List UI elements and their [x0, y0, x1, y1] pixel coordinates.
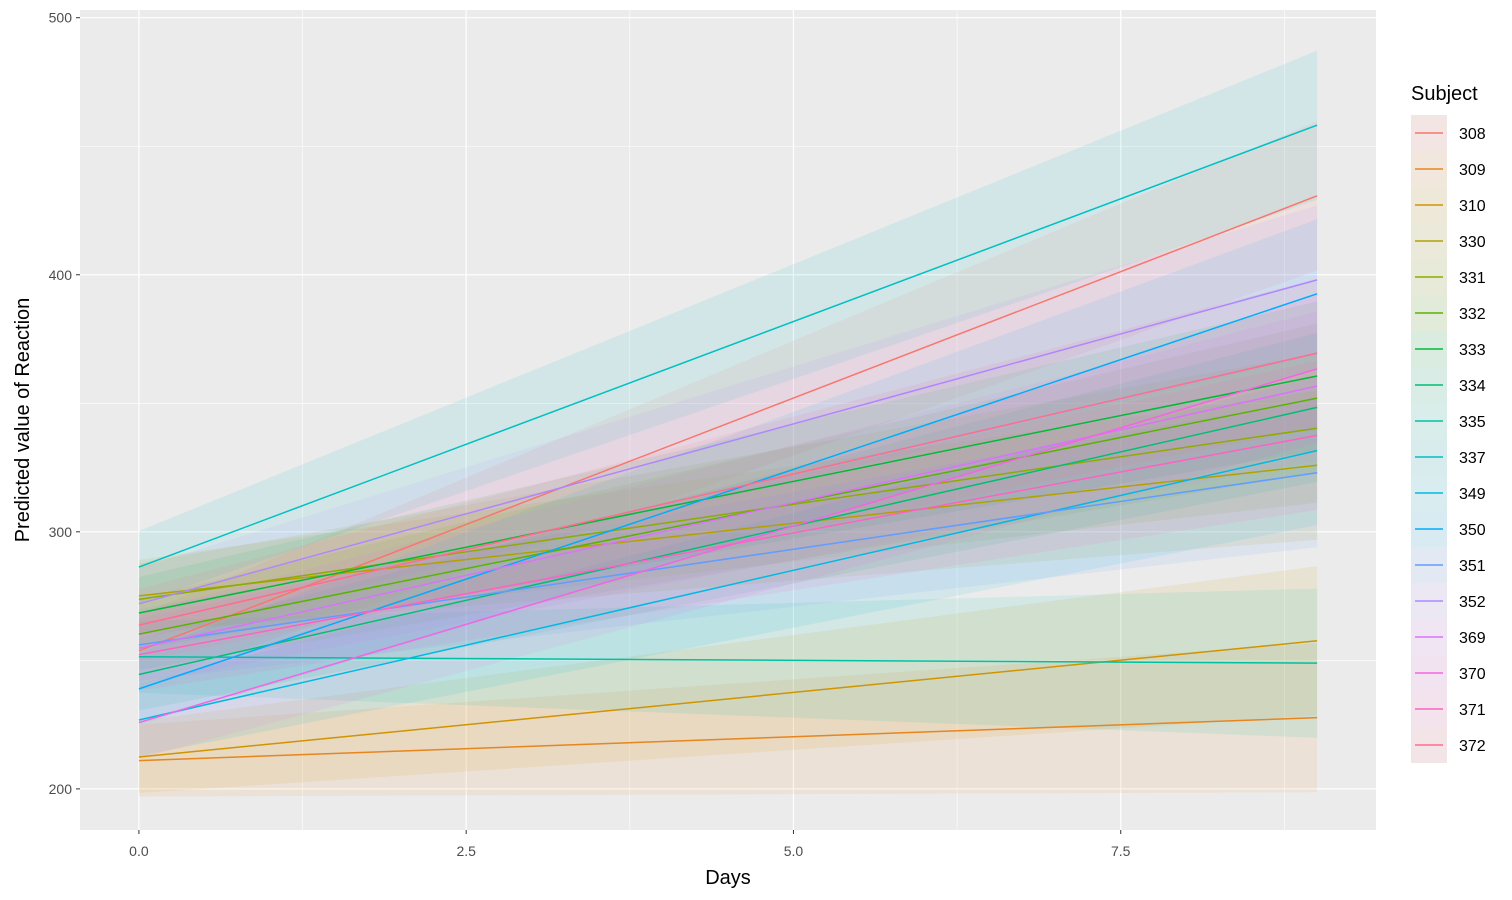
line-310: [138, 640, 1318, 758]
legend-label-369: 369: [1459, 630, 1486, 647]
ribbon-370: [138, 294, 1318, 759]
line-352: [138, 279, 1318, 605]
line-335: [138, 655, 1318, 664]
ribbon-351: [138, 398, 1318, 681]
legend-label-309: 309: [1459, 162, 1486, 179]
line-371: [138, 434, 1318, 656]
line-331: [138, 427, 1318, 601]
legend-title: Subject: [1411, 83, 1478, 105]
legend-label-349: 349: [1459, 486, 1486, 503]
ribbon-332: [138, 323, 1318, 671]
y-tick-label: 200: [49, 781, 73, 797]
legend-label-332: 332: [1459, 306, 1486, 323]
legend-label-334: 334: [1459, 378, 1486, 395]
legend-label-337: 337: [1459, 450, 1486, 467]
legend-label-310: 310: [1459, 198, 1486, 215]
y-tick-label: 300: [49, 524, 73, 540]
line-308: [138, 195, 1318, 652]
y-tick-label: 500: [49, 10, 73, 26]
line-351: [138, 471, 1318, 646]
legend-label-372: 372: [1459, 738, 1486, 755]
legend-label-351: 351: [1459, 558, 1486, 575]
ribbon-310: [138, 566, 1318, 793]
legend-label-330: 330: [1459, 234, 1486, 251]
x-tick-label: 0.0: [129, 843, 149, 859]
ribbon-335: [138, 588, 1318, 738]
plot-panel: [80, 10, 1376, 830]
legend-label-331: 331: [1459, 270, 1486, 287]
ribbon-372: [138, 278, 1318, 662]
ribbon-337: [138, 50, 1318, 604]
line-372: [138, 352, 1318, 626]
legend-label-352: 352: [1459, 594, 1486, 611]
legend-label-335: 335: [1459, 414, 1486, 431]
line-337: [138, 124, 1318, 568]
line-309: [138, 716, 1318, 762]
gridlines: [80, 10, 1376, 830]
legend-label-333: 333: [1459, 342, 1486, 359]
series-lines: [138, 124, 1318, 762]
ribbon-350: [138, 219, 1318, 725]
y-axis-title: Predicted value of Reaction: [12, 298, 34, 543]
ribbon-334: [138, 332, 1318, 711]
legend: Subject 308 309 310 330 331 332 333 334 335 337 34…: [1411, 83, 1486, 763]
x-tick-label: 2.5: [456, 843, 476, 859]
line-332: [138, 397, 1318, 635]
legend-label-350: 350: [1459, 522, 1486, 539]
x-axis-title: Days: [705, 867, 751, 889]
y-tick-label: 400: [49, 267, 73, 283]
legend-label-370: 370: [1459, 666, 1486, 683]
x-tick-label: 5.0: [784, 843, 804, 859]
line-349: [138, 449, 1318, 721]
line-334: [138, 406, 1318, 676]
ribbon-308: [138, 121, 1318, 687]
line-350: [138, 293, 1318, 690]
ribbon-333: [138, 301, 1318, 650]
legend-label-371: 371: [1459, 702, 1486, 719]
axes: 0.0 2.5 5.0 7.5 200 300 400 500: [49, 10, 1131, 859]
line-333: [138, 375, 1318, 614]
ribbon-369: [138, 311, 1318, 685]
line-369: [138, 385, 1318, 649]
x-tick-label: 7.5: [1111, 843, 1131, 859]
ribbon-309: [138, 643, 1318, 797]
legend-label-308: 308: [1459, 126, 1486, 143]
